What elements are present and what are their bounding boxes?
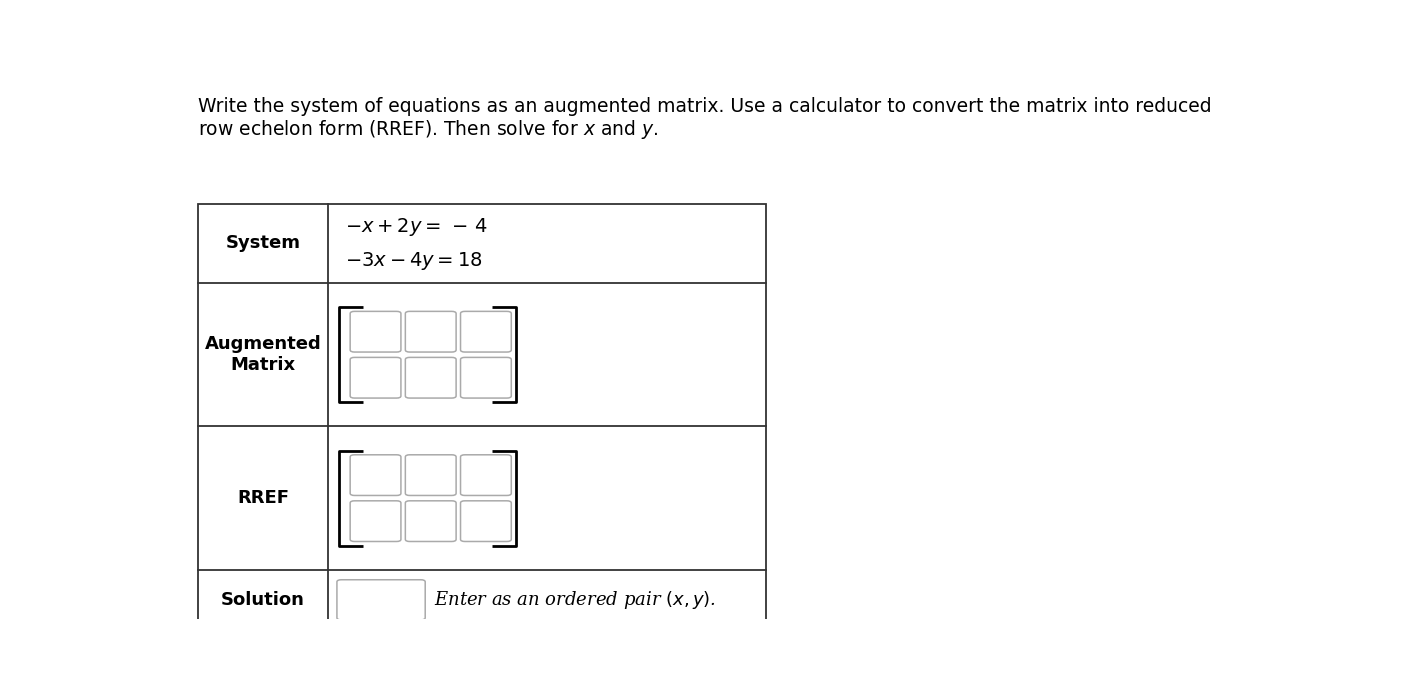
FancyBboxPatch shape	[406, 455, 456, 496]
Text: $-x + 2y = \,-\,4$: $-x + 2y = \,-\,4$	[345, 216, 488, 238]
Text: RREF: RREF	[236, 489, 289, 507]
FancyBboxPatch shape	[350, 455, 402, 496]
FancyBboxPatch shape	[406, 311, 456, 352]
FancyBboxPatch shape	[460, 311, 511, 352]
FancyBboxPatch shape	[460, 455, 511, 496]
Text: Write the system of equations as an augmented matrix. Use a calculator to conver: Write the system of equations as an augm…	[198, 97, 1212, 116]
FancyBboxPatch shape	[337, 580, 426, 620]
Text: System: System	[225, 234, 300, 252]
Text: Solution: Solution	[221, 591, 305, 609]
Text: Augmented
Matrix: Augmented Matrix	[205, 335, 322, 374]
FancyBboxPatch shape	[350, 311, 402, 352]
Text: $-3x - 4y = 18$: $-3x - 4y = 18$	[345, 250, 483, 272]
FancyBboxPatch shape	[406, 357, 456, 398]
FancyBboxPatch shape	[198, 204, 766, 630]
Text: row echelon form (RREF). Then solve for $x$ and $y$.: row echelon form (RREF). Then solve for …	[198, 118, 658, 141]
Text: Enter as an ordered pair $(x, y)$.: Enter as an ordered pair $(x, y)$.	[434, 589, 716, 611]
FancyBboxPatch shape	[460, 501, 511, 541]
FancyBboxPatch shape	[350, 357, 402, 398]
FancyBboxPatch shape	[460, 357, 511, 398]
FancyBboxPatch shape	[406, 501, 456, 541]
FancyBboxPatch shape	[350, 501, 402, 541]
